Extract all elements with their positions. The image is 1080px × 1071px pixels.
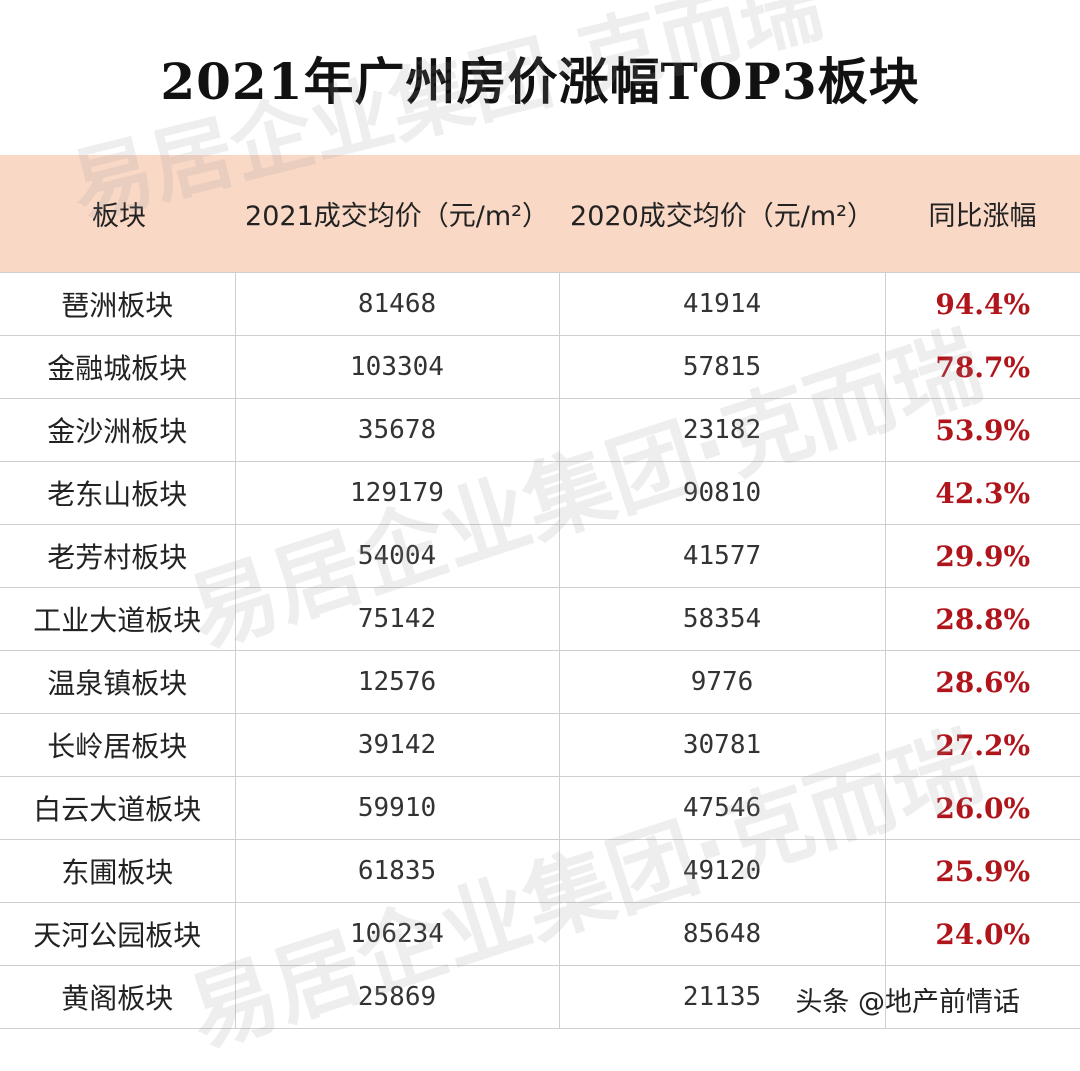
cell-price-2021: 12576 xyxy=(234,650,560,714)
cell-district: 金沙洲板块 xyxy=(0,398,236,462)
table-row: 金沙洲板块 35678 23182 53.9% xyxy=(0,398,1080,462)
cell-yoy-growth: 78.7% xyxy=(884,335,1080,399)
header-price-2021: 2021成交均价（元/m²） xyxy=(235,155,559,273)
table-row: 东圃板块 61835 49120 25.9% xyxy=(0,839,1080,903)
cell-price-2021: 61835 xyxy=(234,839,560,903)
cell-price-2020: 90810 xyxy=(558,461,886,525)
cell-yoy-growth xyxy=(884,965,1080,1029)
cell-district: 黄阁板块 xyxy=(0,965,236,1029)
cell-yoy-growth: 29.9% xyxy=(884,524,1080,588)
cell-district: 温泉镇板块 xyxy=(0,650,236,714)
cell-district: 白云大道板块 xyxy=(0,776,236,840)
cell-yoy-growth: 24.0% xyxy=(884,902,1080,966)
cell-district: 天河公园板块 xyxy=(0,902,236,966)
cell-district: 琶洲板块 xyxy=(0,272,236,336)
cell-price-2020: 21135 xyxy=(558,965,886,1029)
cell-price-2021: 59910 xyxy=(234,776,560,840)
cell-yoy-growth: 28.8% xyxy=(884,587,1080,651)
cell-district: 长岭居板块 xyxy=(0,713,236,777)
table-row: 老芳村板块 54004 41577 29.9% xyxy=(0,524,1080,588)
cell-yoy-growth: 28.6% xyxy=(884,650,1080,714)
cell-yoy-growth: 26.0% xyxy=(884,776,1080,840)
cell-yoy-growth: 27.2% xyxy=(884,713,1080,777)
cell-price-2020: 9776 xyxy=(558,650,886,714)
header-yoy-growth: 同比涨幅 xyxy=(885,155,1080,273)
cell-price-2021: 103304 xyxy=(234,335,560,399)
header-district: 板块 xyxy=(0,155,235,273)
cell-district: 东圃板块 xyxy=(0,839,236,903)
cell-price-2021: 75142 xyxy=(234,587,560,651)
source-credit: 头条 @地产前情话 xyxy=(795,987,1020,1018)
table-row: 工业大道板块 75142 58354 28.8% xyxy=(0,587,1080,651)
cell-price-2021: 25869 xyxy=(234,965,560,1029)
cell-price-2021: 81468 xyxy=(234,272,560,336)
cell-price-2021: 106234 xyxy=(234,902,560,966)
table-row: 温泉镇板块 12576 9776 28.6% xyxy=(0,650,1080,714)
cell-price-2020: 57815 xyxy=(558,335,886,399)
cell-price-2020: 23182 xyxy=(558,398,886,462)
cell-district: 金融城板块 xyxy=(0,335,236,399)
table-row: 老东山板块 129179 90810 42.3% xyxy=(0,461,1080,525)
cell-price-2021: 129179 xyxy=(234,461,560,525)
cell-district: 老芳村板块 xyxy=(0,524,236,588)
header-price-2020: 2020成交均价（元/m²） xyxy=(559,155,885,273)
cell-district: 老东山板块 xyxy=(0,461,236,525)
cell-yoy-growth: 42.3% xyxy=(884,461,1080,525)
cell-price-2020: 47546 xyxy=(558,776,886,840)
table-row: 白云大道板块 59910 47546 26.0% xyxy=(0,776,1080,840)
price-table: 板块 2021成交均价（元/m²） 2020成交均价（元/m²） 同比涨幅 琶洲… xyxy=(0,155,1080,1029)
table-row: 天河公园板块 106234 85648 24.0% xyxy=(0,902,1080,966)
cell-price-2020: 30781 xyxy=(558,713,886,777)
table-row: 琶洲板块 81468 41914 94.4% xyxy=(0,272,1080,336)
cell-price-2021: 39142 xyxy=(234,713,560,777)
table-header-row: 板块 2021成交均价（元/m²） 2020成交均价（元/m²） 同比涨幅 xyxy=(0,155,1080,273)
table-row: 金融城板块 103304 57815 78.7% xyxy=(0,335,1080,399)
page-title: 2021年广州房价涨幅TOP3板块 xyxy=(160,51,920,111)
cell-price-2020: 85648 xyxy=(558,902,886,966)
table-row: 长岭居板块 39142 30781 27.2% xyxy=(0,713,1080,777)
cell-price-2021: 35678 xyxy=(234,398,560,462)
cell-yoy-growth: 25.9% xyxy=(884,839,1080,903)
cell-price-2020: 58354 xyxy=(558,587,886,651)
cell-price-2020: 41914 xyxy=(558,272,886,336)
cell-yoy-growth: 94.4% xyxy=(884,272,1080,336)
cell-price-2021: 54004 xyxy=(234,524,560,588)
cell-yoy-growth: 53.9% xyxy=(884,398,1080,462)
cell-district: 工业大道板块 xyxy=(0,587,236,651)
cell-price-2020: 49120 xyxy=(558,839,886,903)
cell-price-2020: 41577 xyxy=(558,524,886,588)
table-row: 黄阁板块 25869 21135 xyxy=(0,965,1080,1029)
